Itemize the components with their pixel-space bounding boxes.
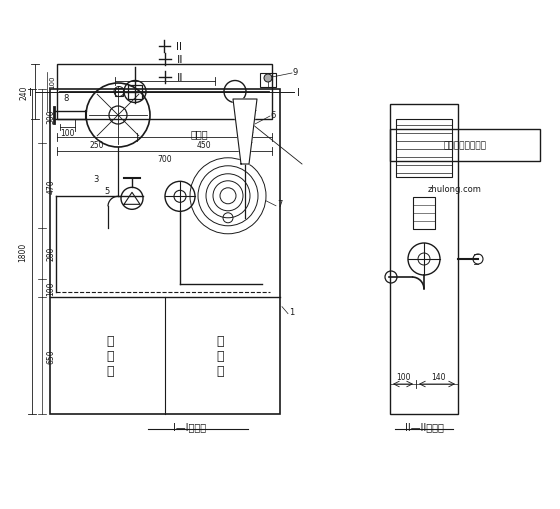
Text: I: I	[29, 88, 32, 97]
Text: 平面图: 平面图	[191, 129, 208, 139]
Text: 700: 700	[157, 155, 172, 164]
Bar	[390, 105, 458, 414]
Text: 100: 100	[46, 281, 55, 295]
Text: 火: 火	[216, 349, 224, 362]
Text: 470: 470	[46, 179, 55, 193]
Text: I—I剖面图: I—I剖面图	[174, 421, 207, 431]
Text: 8: 8	[63, 93, 69, 102]
Text: 7: 7	[277, 200, 283, 209]
Circle shape	[264, 75, 272, 83]
Text: 6: 6	[270, 110, 276, 119]
Text: II: II	[176, 42, 183, 52]
Text: 250: 250	[90, 141, 104, 150]
Text: II: II	[177, 73, 184, 83]
Text: I: I	[297, 88, 300, 97]
Bar	[396, 120, 452, 178]
Text: 火: 火	[106, 349, 114, 362]
Text: 100: 100	[49, 76, 55, 89]
Text: 器: 器	[216, 364, 224, 377]
Polygon shape	[233, 100, 257, 165]
Bar	[50, 90, 280, 414]
Text: 100: 100	[396, 372, 410, 381]
Bar	[390, 130, 540, 162]
Text: 5: 5	[104, 186, 110, 195]
Text: 1800: 1800	[18, 242, 27, 262]
Text: 650: 650	[46, 348, 55, 363]
Text: 140: 140	[431, 372, 445, 381]
Text: 9: 9	[292, 67, 297, 76]
Text: zhulong.com: zhulong.com	[428, 185, 482, 194]
Text: 灭: 灭	[216, 334, 224, 347]
Text: 450: 450	[197, 141, 211, 150]
Bar	[413, 197, 435, 230]
Text: 灭: 灭	[106, 334, 114, 347]
Bar	[115, 89, 123, 96]
Text: 100: 100	[60, 129, 74, 138]
Bar	[260, 74, 276, 88]
Text: 器: 器	[106, 364, 114, 377]
Text: II: II	[177, 55, 184, 65]
Bar	[128, 86, 142, 99]
Text: II—II剖面图: II—II剖面图	[404, 421, 444, 431]
Text: 丙型组合式消防柜: 丙型组合式消防柜	[444, 141, 487, 150]
Text: 280: 280	[46, 247, 55, 261]
Text: 240: 240	[20, 85, 29, 100]
Text: 300: 300	[46, 109, 55, 124]
Text: 1: 1	[290, 307, 295, 317]
Bar	[57, 65, 272, 120]
Text: 3: 3	[94, 175, 99, 183]
